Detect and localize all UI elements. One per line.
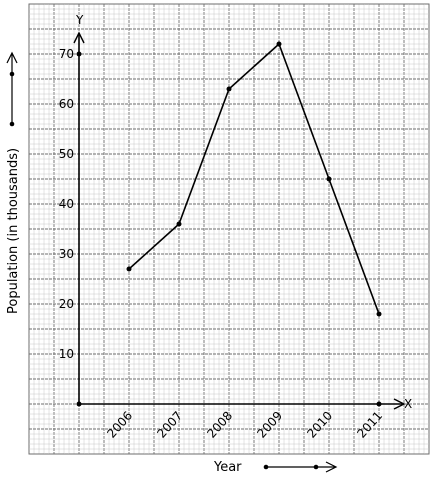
data-point bbox=[276, 41, 282, 47]
y-direction-arrow bbox=[6, 51, 18, 127]
data-point bbox=[326, 176, 332, 182]
graph-paper-grid bbox=[28, 3, 430, 455]
x-axis-end-point bbox=[376, 401, 382, 407]
data-point bbox=[126, 266, 132, 272]
direction-arrows bbox=[6, 51, 338, 473]
y-tick-label: 60 bbox=[59, 97, 74, 111]
y-tick-label: 50 bbox=[59, 147, 74, 161]
y-axis-end-point bbox=[76, 51, 82, 57]
data-point bbox=[176, 221, 182, 227]
x-axis-letter: X bbox=[404, 397, 412, 411]
y-tick-label: 40 bbox=[59, 197, 74, 211]
y-tick-label: 20 bbox=[59, 297, 74, 311]
axes bbox=[73, 31, 406, 410]
data-point bbox=[376, 311, 382, 317]
y-axis-arrowhead bbox=[73, 31, 85, 44]
axis-titles: X Y Year Population (in thousands) bbox=[6, 13, 412, 475]
data-series bbox=[126, 41, 382, 317]
y-tick-label: 30 bbox=[59, 247, 74, 261]
y-tick-label: 10 bbox=[59, 347, 74, 361]
series-line bbox=[128, 43, 380, 315]
x-axis-arrowhead bbox=[393, 398, 406, 410]
y-tick-label: 70 bbox=[59, 47, 74, 61]
data-point bbox=[226, 86, 232, 92]
y-axis-letter: Y bbox=[75, 13, 84, 27]
y-axis-title: Population (in thousands) bbox=[6, 148, 21, 314]
origin-point bbox=[76, 401, 82, 407]
x-axis-title: Year bbox=[213, 460, 242, 475]
x-direction-arrow bbox=[263, 461, 338, 473]
